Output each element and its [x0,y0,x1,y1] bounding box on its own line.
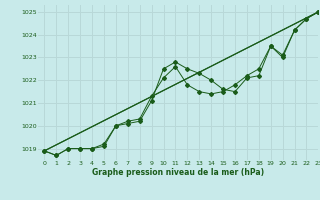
X-axis label: Graphe pression niveau de la mer (hPa): Graphe pression niveau de la mer (hPa) [92,168,264,177]
